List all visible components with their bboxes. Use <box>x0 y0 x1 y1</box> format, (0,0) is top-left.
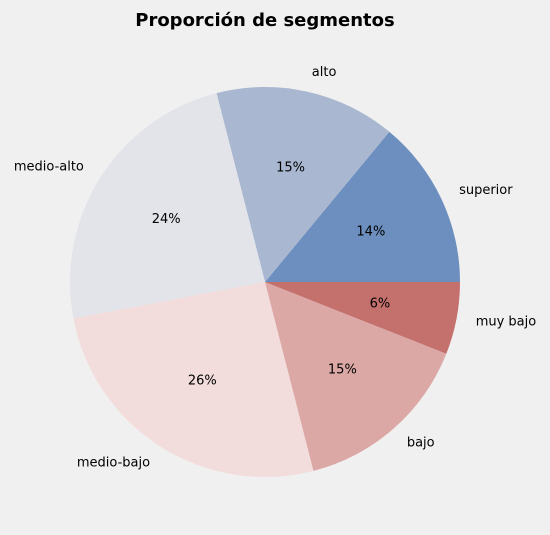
chart-title: Proporción de segmentos <box>135 10 394 31</box>
category-label-superior: superior <box>459 183 513 198</box>
category-label-muy bajo: muy bajo <box>476 315 537 330</box>
pie-slice-bajo <box>265 282 447 471</box>
category-label-medio-bajo: medio-bajo <box>77 456 150 471</box>
pie-slices <box>69 87 460 478</box>
pie-slice-medio-alto <box>69 93 266 319</box>
category-label-bajo: bajo <box>407 435 435 450</box>
percent-label-medio-bajo: 26% <box>188 373 217 388</box>
category-label-medio-alto: medio-alto <box>14 160 84 175</box>
pie-slice-muy bajo <box>265 282 460 354</box>
pie-slice-alto <box>216 87 390 282</box>
percent-labels: 14% 15% 24% 26% 15% 6% <box>152 160 390 388</box>
percent-label-muy bajo: 6% <box>370 296 391 311</box>
percent-label-medio-alto: 24% <box>152 212 181 227</box>
percent-label-bajo: 15% <box>328 362 357 377</box>
pie-slice-superior <box>265 131 460 282</box>
category-label-alto: alto <box>312 65 337 80</box>
percent-label-alto: 15% <box>276 160 305 175</box>
category-labels: superior alto medio-alto medio-bajo bajo muy … <box>14 65 536 470</box>
percent-label-superior: 14% <box>356 225 385 240</box>
pie-slice-medio-bajo <box>73 282 314 478</box>
